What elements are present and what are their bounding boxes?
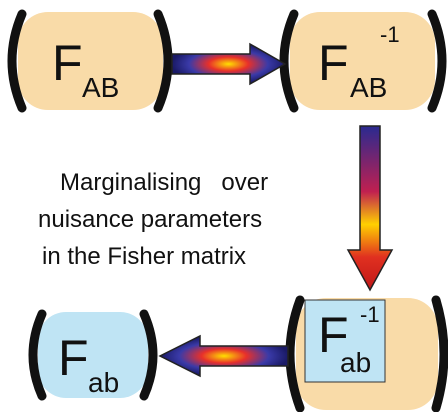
sub-block [304, 299, 386, 383]
bracket [28, 309, 47, 401]
node-fab-lower: F ab [28, 309, 158, 401]
arrow [158, 334, 289, 378]
symbol: F [318, 307, 349, 363]
node-box [18, 12, 163, 110]
caption-line: Marginalising over [60, 169, 268, 196]
arrow [346, 125, 394, 292]
subscript: ab [340, 347, 371, 378]
bracket [279, 9, 299, 113]
node-fab-upper: F AB [7, 9, 173, 113]
caption-line: in the Fisher matrix [42, 243, 246, 270]
node-box [290, 12, 435, 110]
superscript: -1 [380, 22, 400, 47]
bracket [285, 295, 305, 412]
symbol: F [52, 35, 83, 91]
arrow [171, 42, 287, 86]
bracket [139, 309, 158, 401]
symbol: F [58, 330, 89, 386]
subscript: ab [88, 367, 119, 398]
caption-line: nuisance parameters [38, 206, 262, 233]
subscript: AB [82, 72, 119, 103]
bracket [431, 295, 448, 412]
node-box [38, 312, 148, 398]
node-fab-upper-inverse: F -1 AB [279, 9, 447, 113]
node-fab-lower-inverse: F -1 ab [285, 295, 448, 412]
bracket [153, 9, 173, 113]
subscript: AB [350, 72, 387, 103]
bracket [427, 9, 447, 113]
symbol: F [318, 35, 349, 91]
superscript: -1 [360, 302, 380, 327]
bracket [7, 9, 27, 113]
